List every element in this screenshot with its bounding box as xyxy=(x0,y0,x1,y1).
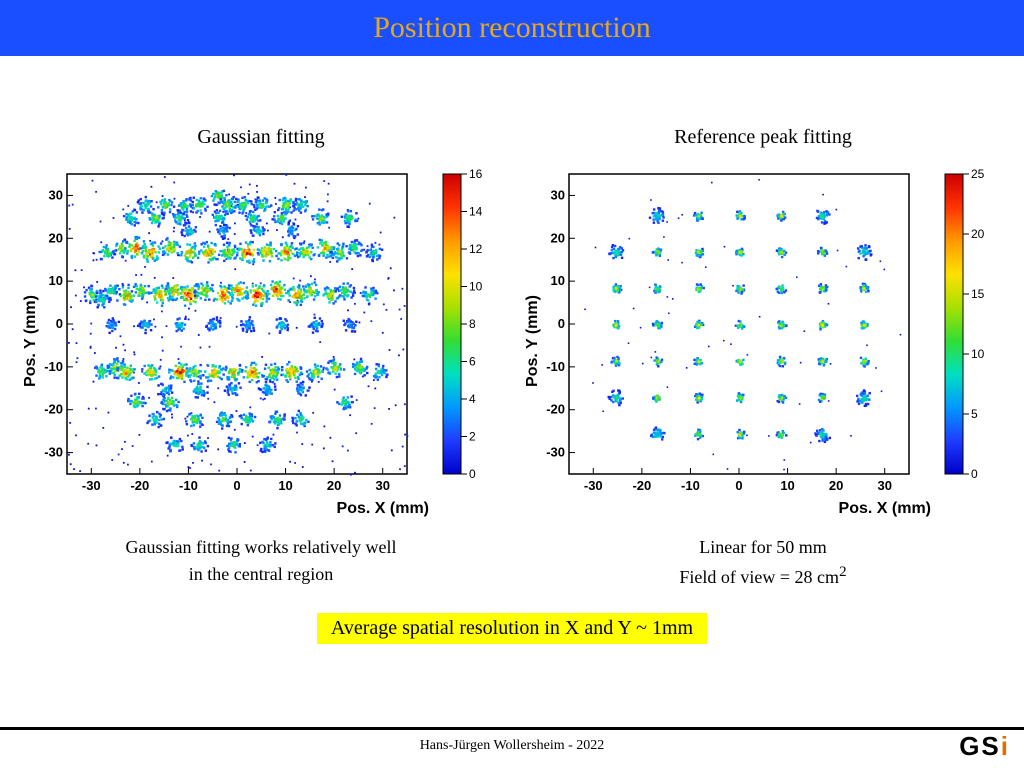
highlight-row: Average spatial resolution in X and Y ~ … xyxy=(0,613,1024,644)
right-scatter-plot: -30-20-100102030-30-20-100102030 xyxy=(527,164,939,496)
svg-text:0: 0 xyxy=(233,478,240,493)
svg-text:-10: -10 xyxy=(44,359,63,374)
svg-text:-30: -30 xyxy=(82,478,101,493)
right-ylabel: Pos. Y (mm) xyxy=(524,295,542,387)
right-plot-area: Pos. Y (mm) -30-20-100102030-30-20-10010… xyxy=(527,164,939,518)
right-xlabel: Pos. X (mm) xyxy=(527,500,939,518)
charts-row: Gaussian fitting Pos. Y (mm) -30-20-1001… xyxy=(0,126,1024,591)
slide-title: Position reconstruction xyxy=(373,11,650,45)
left-colorbar: 0246810121416 xyxy=(437,164,497,484)
right-caption: Linear for 50 mm Field of view = 28 cm2 xyxy=(679,534,846,591)
svg-text:0: 0 xyxy=(56,316,63,331)
svg-text:-10: -10 xyxy=(179,478,198,493)
left-scatter-plot: -30 -20 -10 0 10 20 30 -30 -20 -10 0 10 20 30 xyxy=(25,164,437,496)
right-chart-wrap: Pos. Y (mm) -30-20-100102030-30-20-10010… xyxy=(527,164,999,518)
right-colorbar: 0510152025 xyxy=(939,164,999,484)
left-plot-area: Pos. Y (mm) -30 -20 -10 0 10 20 30 -30 -20 -10 0 10… xyxy=(25,164,437,518)
title-bar: Position reconstruction xyxy=(0,0,1024,56)
highlight-box: Average spatial resolution in X and Y ~ … xyxy=(317,613,707,644)
svg-text:20: 20 xyxy=(49,230,63,245)
left-chart-wrap: Pos. Y (mm) -30 -20 -10 0 10 20 30 -30 -20 -10 0 10… xyxy=(25,164,497,518)
svg-text:30: 30 xyxy=(375,478,389,493)
svg-text:10: 10 xyxy=(278,478,292,493)
left-chart-title: Gaussian fitting xyxy=(197,126,324,149)
footer-text: Hans-Jürgen Wollersheim - 2022 xyxy=(0,738,1024,754)
left-ylabel: Pos. Y (mm) xyxy=(22,295,40,387)
svg-text:30: 30 xyxy=(49,187,63,202)
svg-text:-20: -20 xyxy=(44,402,63,417)
left-caption: Gaussian fitting works relatively well i… xyxy=(126,534,397,588)
svg-text:20: 20 xyxy=(327,478,341,493)
right-chart-title: Reference peak fitting xyxy=(674,126,852,149)
gsi-logo: GSi xyxy=(959,731,1010,762)
svg-text:10: 10 xyxy=(49,273,63,288)
svg-text:-30: -30 xyxy=(44,445,63,460)
svg-text:-20: -20 xyxy=(130,478,149,493)
right-chart-block: Reference peak fitting Pos. Y (mm) -30-2… xyxy=(523,126,1003,591)
left-chart-block: Gaussian fitting Pos. Y (mm) -30 -20 -10 0 1… xyxy=(21,126,501,591)
footer-rule xyxy=(0,727,1024,730)
left-xlabel: Pos. X (mm) xyxy=(25,500,437,518)
